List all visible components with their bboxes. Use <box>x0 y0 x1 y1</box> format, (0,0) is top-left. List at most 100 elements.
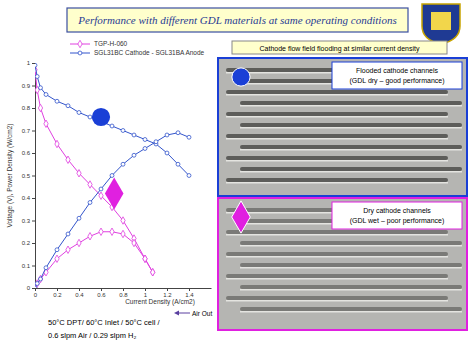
channel <box>226 274 448 278</box>
channel-edge <box>240 127 462 129</box>
photo-header: Cathode flow field flooding at similar c… <box>260 45 420 53</box>
x-tick-mark <box>167 288 168 291</box>
y-tick-mark <box>32 288 35 289</box>
x-tick-label: 0 <box>34 292 38 298</box>
channel <box>240 263 462 267</box>
arrow-head <box>174 311 179 316</box>
power-point <box>35 282 39 286</box>
x-tick: 1.2 <box>163 288 172 298</box>
photo-label: Dry cathode channels <box>363 207 431 215</box>
x-tick: 0.6 <box>97 288 106 298</box>
y-tick: 0.4 <box>22 195 35 201</box>
power-point <box>110 174 114 178</box>
legend-label: SGL31BC Cathode - SGL31BA Anode <box>94 49 205 56</box>
voltage-point <box>143 138 147 142</box>
x-tick-mark <box>189 288 190 291</box>
x-tick-label: 0.2 <box>53 292 62 298</box>
power-point <box>88 233 92 240</box>
y-tick-mark <box>32 131 35 132</box>
channel <box>240 101 462 105</box>
power-point <box>132 153 136 157</box>
power-point <box>165 133 169 137</box>
plot-marks <box>35 63 191 288</box>
channel <box>240 285 462 289</box>
y-tick-mark <box>32 198 35 199</box>
channel-edge <box>226 94 448 96</box>
y-tick: 0.1 <box>22 263 35 269</box>
y-tick-mark <box>32 266 35 267</box>
y-tick-label: 1 <box>27 60 31 66</box>
power-point <box>88 201 92 205</box>
conditions: 50°C DPT/ 60°C Inlet / 50°C cell / <box>48 318 160 327</box>
channel-edge <box>240 289 462 291</box>
y-tick-label: 0.9 <box>22 83 31 89</box>
power-point <box>121 230 125 237</box>
x-tick: 0.2 <box>53 288 62 298</box>
y-tick-label: 0.8 <box>22 105 31 111</box>
channel <box>226 90 448 94</box>
y-tick: 0.5 <box>22 173 35 179</box>
power-point <box>132 239 136 246</box>
y-tick-mark <box>32 108 35 109</box>
channel <box>240 167 462 171</box>
y-tick-label: 0.7 <box>22 128 31 134</box>
x-tick: 1 <box>144 288 148 298</box>
y-tick: 1 <box>27 60 35 66</box>
voltage-point <box>44 120 48 127</box>
x-tick-mark <box>101 288 102 291</box>
channel <box>226 296 448 300</box>
logo-shield <box>422 4 460 44</box>
channel-edge <box>240 149 462 151</box>
power-point <box>187 135 191 139</box>
voltage-point <box>88 115 92 119</box>
channel-edge <box>240 105 462 107</box>
legend: TGP-H-060SGL31BC Cathode - SGL31BA Anode <box>70 40 205 56</box>
legend-marker <box>78 51 82 55</box>
y-tick: 0.3 <box>22 218 35 224</box>
power-point <box>77 239 81 246</box>
voltage-point <box>35 75 39 79</box>
power-point <box>99 187 103 191</box>
channel <box>226 230 448 234</box>
y-tick: 0 <box>27 285 35 291</box>
logo-inner <box>431 12 451 30</box>
photo-label-box <box>332 202 462 229</box>
y-tick: 0.9 <box>22 83 35 89</box>
voltage-point <box>121 217 125 224</box>
voltage-point <box>121 129 125 133</box>
photo-frame <box>218 58 467 196</box>
power-point <box>55 255 59 262</box>
x-axis: 00.20.40.60.811.21.4 <box>34 288 212 298</box>
legend-marker <box>78 40 82 47</box>
voltage-point <box>187 174 191 178</box>
power-point <box>39 277 43 281</box>
photo-label: Flooded cathode channels <box>356 67 439 74</box>
y-tick-mark <box>32 243 35 244</box>
photo-frame <box>218 198 467 330</box>
power-point <box>66 232 70 236</box>
channel-edge <box>226 256 448 258</box>
chart: 00.20.40.60.811.21.400.10.20.30.40.50.60… <box>6 40 212 306</box>
voltage-point <box>176 162 180 166</box>
annotation-marker <box>92 108 110 126</box>
y-axis-title: Voltage (V), Power Density (W/cm2) <box>6 123 14 227</box>
y-tick: 0.6 <box>22 150 35 156</box>
y-tick-label: 0.6 <box>22 150 31 156</box>
voltage-point <box>66 156 70 163</box>
y-tick-label: 0 <box>27 285 31 291</box>
x-tick-label: 0.4 <box>75 292 84 298</box>
voltage-point <box>66 104 70 108</box>
channel <box>226 156 448 160</box>
photo-label: (GDL dry – good performance) <box>349 77 444 85</box>
channel-edge <box>226 116 448 118</box>
power-point <box>143 147 147 151</box>
photo-label-box <box>332 62 462 89</box>
power-point <box>176 131 180 135</box>
y-tick-mark <box>32 86 35 87</box>
photo-icon <box>232 201 251 233</box>
photo-panel: Dry cathode channels(GDL wet – poor perf… <box>218 198 467 330</box>
x-axis-title: Current Density (A/cm2) <box>125 298 195 306</box>
voltage-point <box>44 93 48 97</box>
channel <box>226 252 448 256</box>
channel-edge <box>226 234 448 236</box>
